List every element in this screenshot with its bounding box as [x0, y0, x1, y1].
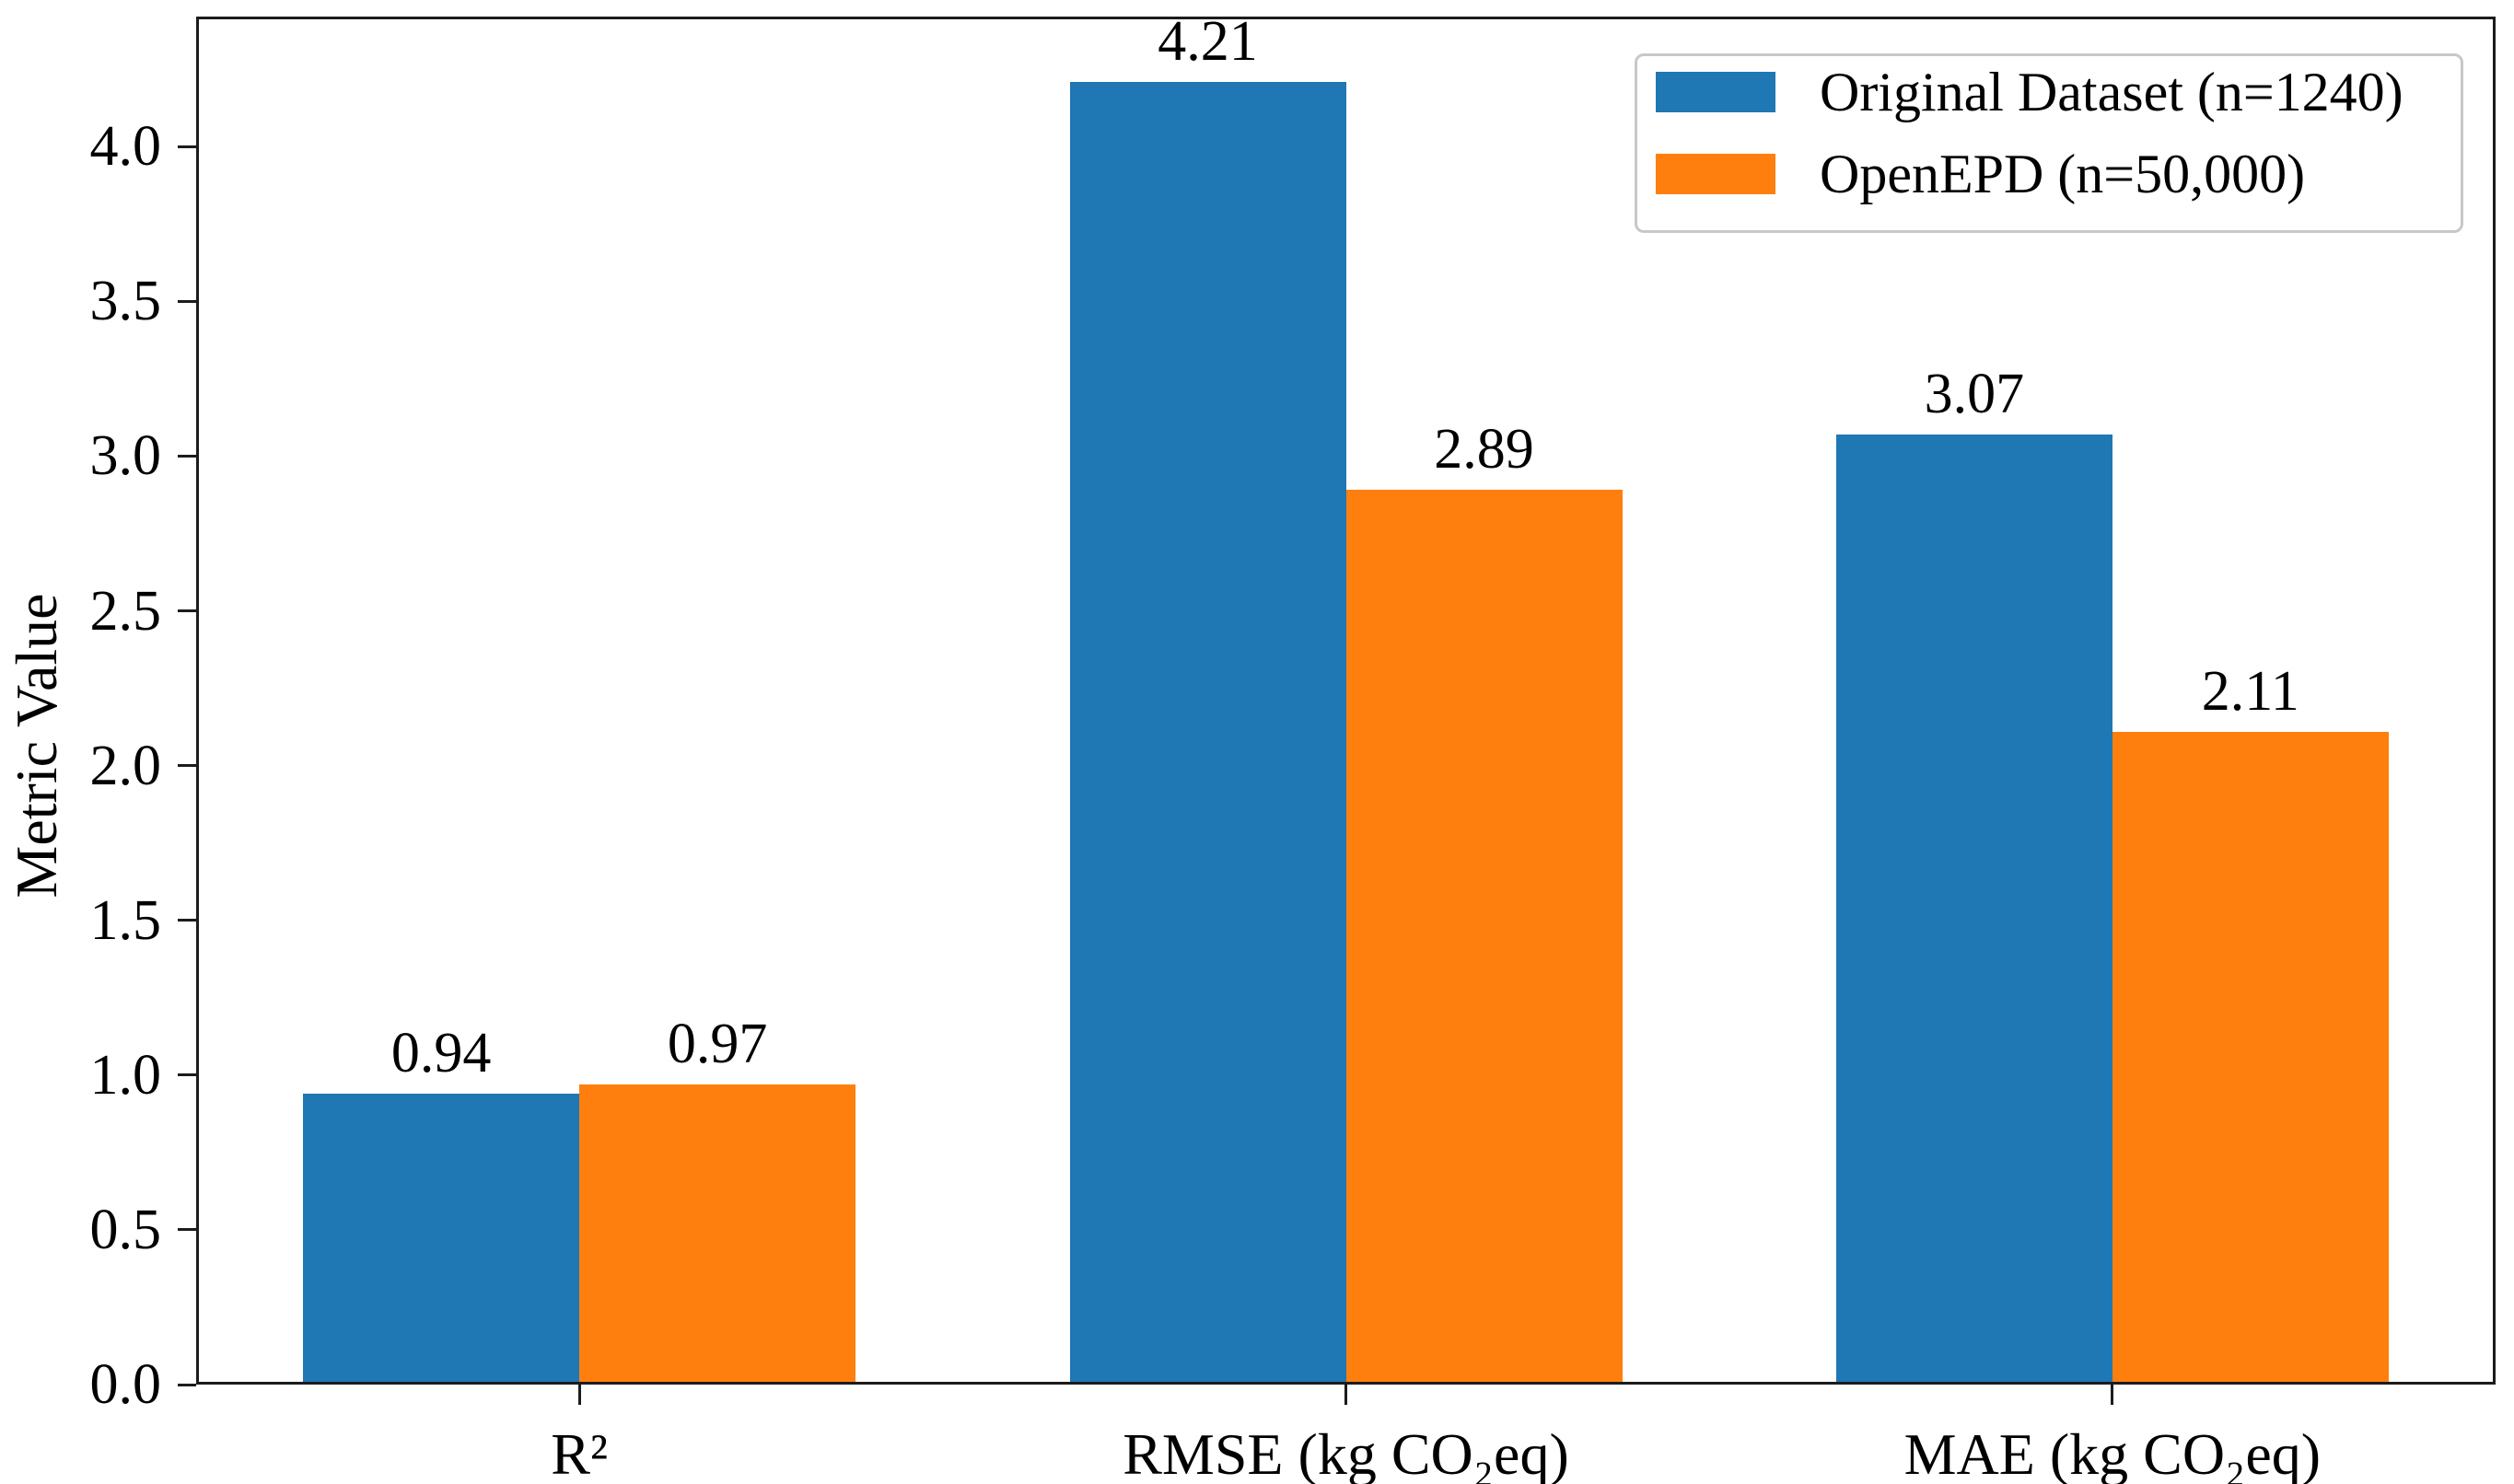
bar-series0-cat0: [303, 1093, 580, 1385]
y-tick-mark: [178, 764, 196, 768]
legend-swatch-openepd: [1656, 154, 1775, 194]
x-tick-label: RMSE (kg CO₂eq): [1123, 1421, 1569, 1484]
y-tick-mark: [178, 609, 196, 612]
bar-series1-cat1: [1345, 490, 1623, 1385]
x-tick-mark: [2111, 1385, 2114, 1405]
y-tick-mark: [178, 919, 196, 922]
bar-value-label: 2.89: [1434, 418, 1534, 481]
y-tick-mark: [178, 145, 196, 148]
y-tick-mark: [178, 1073, 196, 1077]
bar-value-label: 4.21: [1158, 9, 1258, 73]
legend-item-openepd: OpenEPD (n=50,000): [1656, 146, 2438, 202]
bar-series0-cat1: [1069, 81, 1346, 1385]
legend-label-openepd: OpenEPD (n=50,000): [1820, 144, 2306, 204]
x-tick-mark: [577, 1385, 581, 1405]
y-tick-label: 1.0: [89, 1043, 162, 1107]
bar-series0-cat2: [1835, 434, 2112, 1385]
bar-value-label: 0.97: [667, 1012, 768, 1075]
y-tick-label: 4.0: [89, 115, 162, 179]
bar-series1-cat0: [579, 1084, 856, 1385]
y-tick-label: 3.5: [89, 270, 162, 333]
legend-label-original-dataset: Original Dataset (n=1240): [1820, 62, 2403, 122]
y-tick-label: 3.0: [89, 424, 162, 488]
y-tick-label: 0.0: [89, 1353, 162, 1416]
bar-series1-cat2: [2112, 731, 2389, 1385]
y-tick-label: 1.5: [89, 888, 162, 952]
y-tick-mark: [178, 1228, 196, 1232]
legend-swatch-original-dataset: [1656, 72, 1775, 112]
x-tick-mark: [1344, 1385, 1347, 1405]
y-tick-mark: [178, 1383, 196, 1386]
legend: Original Dataset (n=1240) OpenEPD (n=50,…: [1635, 53, 2463, 233]
y-tick-label: 0.5: [89, 1198, 162, 1261]
legend-item-original: Original Dataset (n=1240): [1656, 64, 2438, 120]
x-tick-label: MAE (kg CO₂eq): [1903, 1421, 2322, 1484]
y-axis-label: Metric Value: [4, 593, 69, 899]
bar-value-label: 2.11: [2201, 659, 2299, 723]
y-tick-mark: [178, 454, 196, 458]
bar-value-label: 0.94: [390, 1021, 492, 1084]
y-tick-label: 2.0: [89, 734, 162, 797]
bar-value-label: 3.07: [1924, 362, 2025, 425]
y-tick-mark: [178, 299, 196, 303]
y-tick-label: 2.5: [89, 579, 162, 643]
x-tick-label: R²: [551, 1421, 609, 1484]
